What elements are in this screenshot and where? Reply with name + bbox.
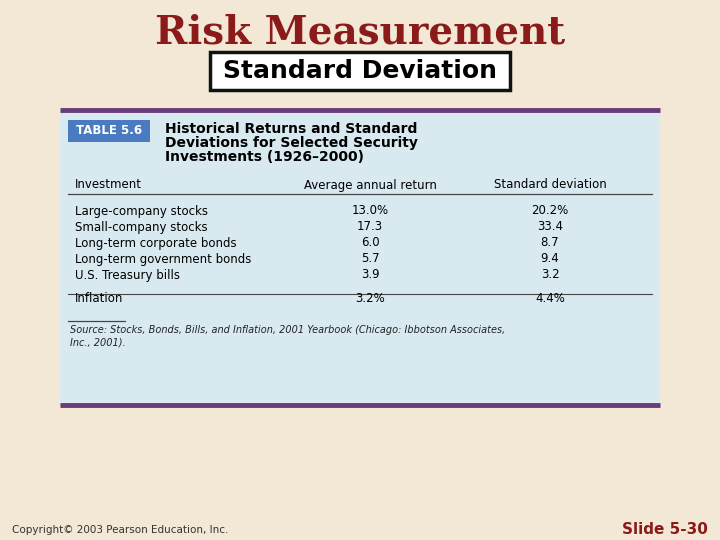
Text: Copyright© 2003 Pearson Education, Inc.: Copyright© 2003 Pearson Education, Inc. (12, 525, 228, 535)
Text: 3.2%: 3.2% (355, 293, 385, 306)
Text: 8.7: 8.7 (541, 237, 559, 249)
Text: U.S. Treasury bills: U.S. Treasury bills (75, 268, 180, 281)
Text: Large-company stocks: Large-company stocks (75, 205, 208, 218)
Text: 3.2: 3.2 (541, 268, 559, 281)
Text: 33.4: 33.4 (537, 220, 563, 233)
Bar (210, 52, 510, 90)
Text: Small-company stocks: Small-company stocks (75, 220, 207, 233)
Text: Historical Returns and Standard: Historical Returns and Standard (165, 122, 418, 136)
Text: Standard Deviation: Standard Deviation (223, 59, 497, 83)
Text: Slide 5-30: Slide 5-30 (622, 523, 708, 537)
Text: Standard deviation: Standard deviation (494, 179, 606, 192)
Text: Average annual return: Average annual return (304, 179, 436, 192)
Bar (60, 110, 660, 405)
Text: 5.7: 5.7 (361, 253, 379, 266)
Text: 9.4: 9.4 (541, 253, 559, 266)
Text: Inflation: Inflation (75, 293, 123, 306)
Text: Investments (1926–2000): Investments (1926–2000) (165, 150, 364, 164)
Text: Investment: Investment (75, 179, 142, 192)
Text: Deviations for Selected Security: Deviations for Selected Security (165, 136, 418, 150)
Text: 17.3: 17.3 (357, 220, 383, 233)
Text: TABLE 5.6: TABLE 5.6 (76, 125, 142, 138)
Text: Risk Measurement: Risk Measurement (155, 13, 565, 51)
Text: 13.0%: 13.0% (351, 205, 389, 218)
Text: Source: Stocks, Bonds, Bills, and Inflation, 2001 Yearbook (Chicago: Ibbotson As: Source: Stocks, Bonds, Bills, and Inflat… (70, 325, 505, 348)
Text: Long-term corporate bonds: Long-term corporate bonds (75, 237, 237, 249)
Text: 6.0: 6.0 (361, 237, 379, 249)
Text: 20.2%: 20.2% (531, 205, 569, 218)
Text: Long-term government bonds: Long-term government bonds (75, 253, 251, 266)
Bar (68, 120, 150, 142)
Text: 4.4%: 4.4% (535, 293, 565, 306)
Text: 3.9: 3.9 (361, 268, 379, 281)
